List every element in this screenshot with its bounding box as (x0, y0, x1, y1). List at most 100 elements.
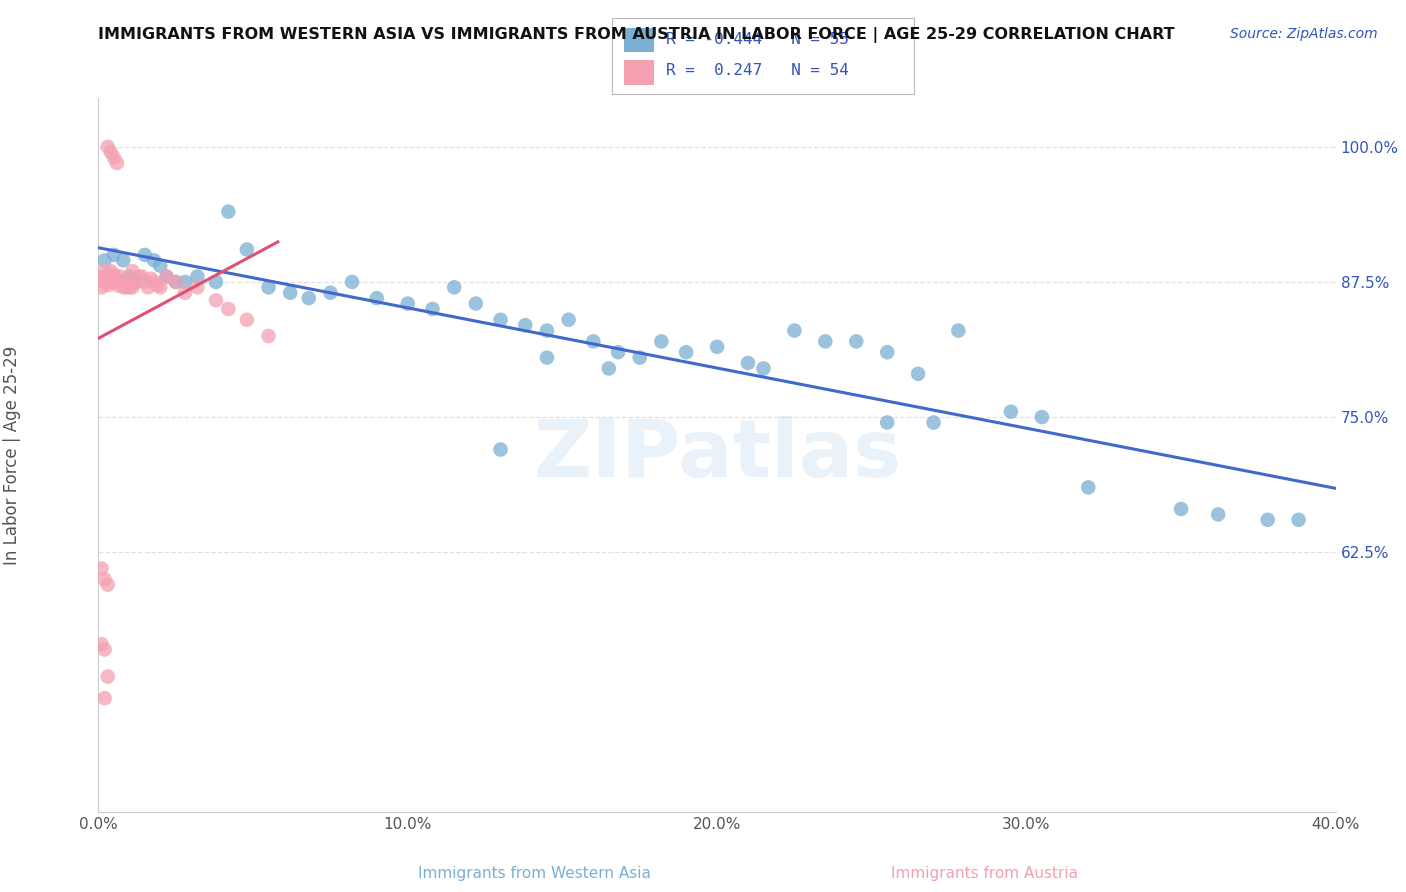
Point (97, 269, 120, 284)
Point (105, 275, 128, 289)
Point (752, 361, 775, 376)
Point (907, 367, 929, 381)
Point (131, 269, 153, 284)
Point (112, 275, 135, 289)
Point (134, 248, 156, 262)
Point (93, 572, 115, 586)
Point (97, 140, 120, 154)
Point (115, 275, 138, 289)
Point (1077, 480, 1099, 494)
Point (876, 345, 898, 359)
Point (93, 253, 115, 268)
Point (90, 280, 112, 294)
Point (174, 285, 197, 300)
Point (103, 275, 125, 289)
Point (174, 275, 197, 289)
Point (607, 345, 630, 359)
Point (93, 275, 115, 289)
Point (90, 271, 112, 285)
Point (121, 264, 143, 278)
Point (128, 269, 150, 284)
Point (366, 291, 388, 305)
Point (97, 669, 120, 683)
Point (112, 253, 135, 268)
Point (124, 275, 146, 289)
Point (236, 243, 259, 257)
Point (257, 280, 280, 294)
Text: IMMIGRANTS FROM WESTERN ASIA VS IMMIGRANTS FROM AUSTRIA IN LABOR FORCE | AGE 25-: IMMIGRANTS FROM WESTERN ASIA VS IMMIGRAN… (98, 27, 1175, 43)
Point (217, 301, 239, 316)
Point (675, 345, 697, 359)
Text: Immigrants from Austria: Immigrants from Austria (890, 866, 1078, 881)
Point (115, 280, 138, 294)
Point (103, 268, 125, 282)
Point (105, 156, 128, 170)
Point (97, 275, 120, 289)
Point (340, 275, 363, 289)
Point (155, 269, 177, 284)
Point (139, 271, 162, 285)
Bar (624, 61, 654, 85)
Point (845, 334, 868, 349)
Point (149, 259, 172, 273)
Point (93, 642, 115, 657)
Point (422, 301, 444, 316)
Point (143, 253, 166, 268)
Point (489, 312, 512, 326)
Point (149, 280, 172, 294)
Point (489, 442, 512, 457)
Text: R =  0.247   N = 54: R = 0.247 N = 54 (666, 63, 849, 78)
Point (876, 416, 898, 430)
Point (557, 312, 579, 326)
Point (112, 280, 135, 294)
Point (100, 264, 122, 278)
Point (1206, 508, 1229, 522)
Point (582, 334, 605, 349)
Point (298, 291, 321, 305)
Point (108, 269, 131, 284)
Point (97, 577, 120, 591)
Text: Source: ZipAtlas.com: Source: ZipAtlas.com (1230, 27, 1378, 41)
Point (783, 324, 806, 338)
Point (118, 280, 141, 294)
Point (100, 269, 122, 284)
Point (97, 278, 120, 293)
Point (536, 351, 558, 365)
Y-axis label: In Labor Force | Age 25-29: In Labor Force | Age 25-29 (3, 345, 21, 565)
Point (105, 278, 128, 293)
Point (155, 269, 177, 284)
Point (737, 356, 759, 370)
Text: R = -0.444   N = 55: R = -0.444 N = 55 (666, 31, 849, 46)
Point (257, 329, 280, 343)
Point (103, 248, 125, 262)
Point (1170, 502, 1192, 516)
Text: Immigrants from Western Asia: Immigrants from Western Asia (418, 866, 651, 881)
Point (205, 293, 228, 308)
Point (1257, 513, 1279, 527)
Point (598, 361, 620, 376)
Point (90, 561, 112, 575)
Point (103, 151, 125, 165)
Point (93, 269, 115, 284)
Point (1000, 405, 1022, 419)
Point (90, 637, 112, 651)
Point (186, 280, 208, 294)
Text: ZIPatlas: ZIPatlas (533, 416, 901, 494)
Point (1031, 410, 1053, 425)
Point (628, 351, 651, 365)
Point (103, 269, 125, 284)
Point (136, 280, 159, 294)
Point (165, 275, 187, 289)
Point (1288, 513, 1310, 527)
Point (134, 275, 156, 289)
Point (93, 691, 115, 706)
Point (93, 264, 115, 278)
Point (108, 275, 131, 289)
Point (100, 145, 122, 160)
Point (278, 285, 301, 300)
Point (814, 334, 837, 349)
Point (443, 280, 465, 294)
Point (205, 275, 228, 289)
Point (146, 278, 169, 293)
Point (319, 285, 342, 300)
